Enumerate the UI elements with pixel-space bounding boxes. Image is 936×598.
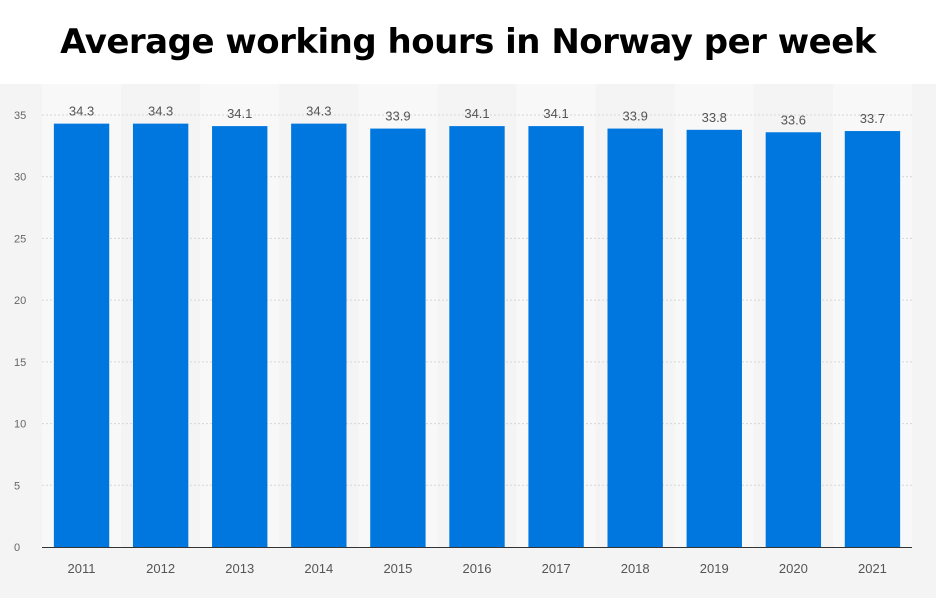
title-bar: Average working hours in Norway per week [0,0,936,84]
x-tick-label: 2014 [304,561,333,576]
bar [449,126,505,547]
bar [370,128,426,547]
x-tick-label: 2012 [146,561,175,576]
value-label: 34.3 [69,104,94,119]
bar [844,131,901,547]
bar [528,126,584,547]
bars [53,123,901,547]
y-tick-label: 20 [14,295,26,307]
value-label: 34.1 [543,106,568,121]
x-tick-label: 2021 [858,561,887,576]
x-tick-label: 2015 [383,561,412,576]
value-label: 34.1 [227,106,252,121]
value-label: 34.3 [148,104,173,119]
bar [291,123,347,547]
y-tick-label: 30 [14,172,26,184]
x-tick-label: 2017 [542,561,571,576]
y-tick-label: 35 [14,110,26,122]
value-label: 33.9 [385,109,410,124]
x-tick-label: 2011 [68,561,96,576]
y-tick-label: 25 [14,233,26,245]
y-tick-label: 5 [14,480,20,492]
bar [686,129,742,547]
bar [607,128,663,547]
y-axis-tick-labels: 0 5 10 15 20 25 30 35 [14,110,26,554]
value-label: 33.7 [860,111,885,126]
value-label: 34.3 [306,104,331,119]
value-label: 33.8 [702,110,727,125]
bar [132,123,189,547]
x-tick-label: 2020 [779,561,808,576]
x-tick-label: 2016 [463,561,492,576]
x-tick-label: 2018 [621,561,650,576]
value-labels: 34.3 34.3 34.1 34.3 33.9 34.1 34.1 33.9 33.8 33.6… [69,104,885,128]
chart-title: Average working hours in Norway per week [60,22,876,62]
bar [765,132,822,547]
y-tick-label: 10 [14,419,26,431]
x-tick-label: 2019 [700,561,729,576]
bar [53,123,110,547]
x-axis-tick-labels: 2011 2012 2013 2014 2015 2016 2017 2018 2019 2020… [68,561,887,576]
value-label: 34.1 [464,106,489,121]
x-tick-label: 2013 [225,561,254,576]
bar [212,126,268,547]
y-tick-label: 0 [14,542,20,554]
value-label: 33.9 [623,109,648,124]
y-tick-label: 15 [14,357,26,369]
value-label: 33.6 [781,112,806,127]
